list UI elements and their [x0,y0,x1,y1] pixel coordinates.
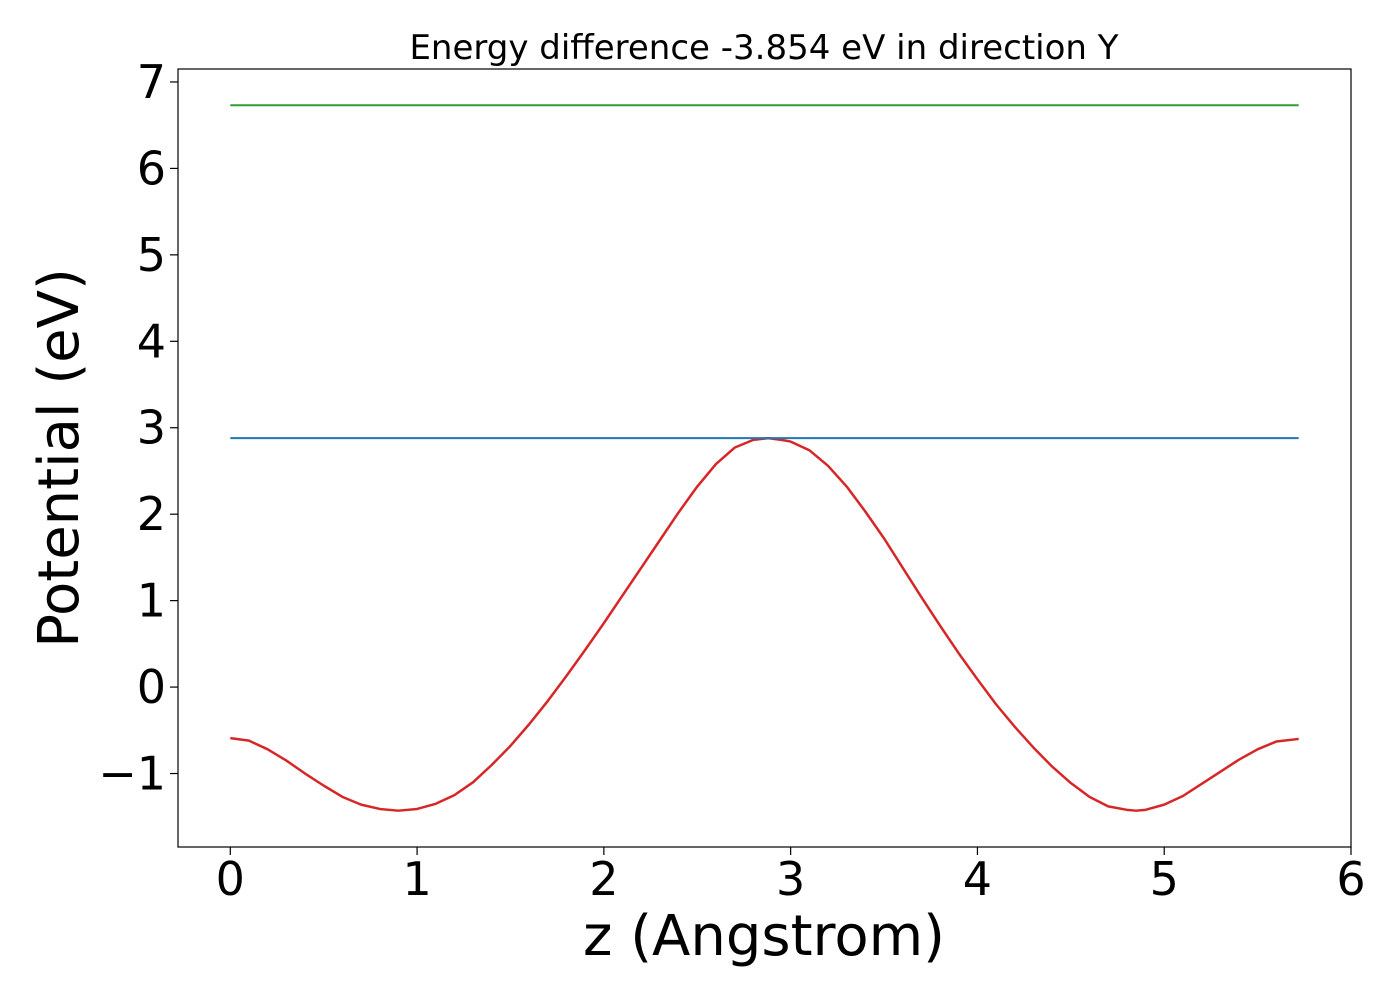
y-tick-label: 6 [137,141,166,195]
y-tick-label: 2 [137,487,166,541]
y-tick-label: 0 [137,660,166,714]
y-tick-label: 3 [137,401,166,455]
series-line-1 [230,436,1299,812]
y-tick-label: 4 [137,314,166,368]
plot-area-frame [177,68,1352,848]
x-axis: 0 1 2 3 4 5 6 [216,847,1366,906]
x-axis-label: z (Angstrom) [583,904,945,969]
x-tick-label: 6 [1336,852,1365,906]
x-tick-label: 1 [402,852,431,906]
y-tick-label: 7 [137,55,166,109]
chart-title: Energy difference -3.854 eV in direction… [409,28,1118,68]
x-tick-label: 3 [776,852,805,906]
y-tick-label: −1 [98,747,166,801]
y-tick-label: 1 [137,574,166,628]
y-axis-label: Potential (eV) [27,268,92,648]
x-tick-label: 5 [1150,852,1179,906]
y-tick-label: 5 [137,228,166,282]
series-layer [230,104,1299,812]
x-tick-label: 4 [963,852,992,906]
y-axis: −1 0 1 2 3 4 5 6 7 [98,55,178,801]
x-tick-label: 2 [589,852,618,906]
x-tick-label: 0 [216,852,245,906]
